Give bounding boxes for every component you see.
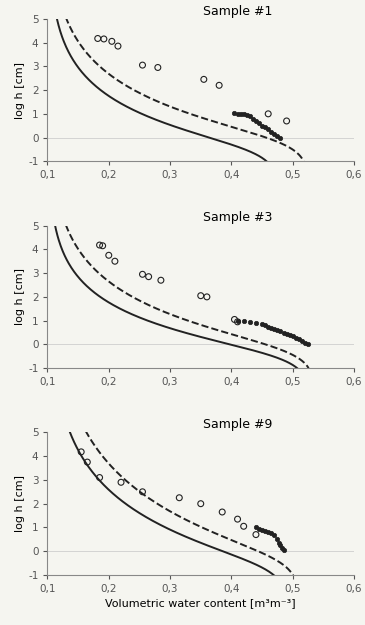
Point: [139, 60, 145, 70]
Point: [272, 324, 277, 334]
Title: Sample #1: Sample #1: [203, 4, 272, 18]
Point: [256, 524, 262, 534]
Point: [302, 338, 308, 348]
Point: [268, 528, 274, 538]
Point: [284, 329, 289, 339]
Point: [262, 321, 268, 331]
Point: [235, 317, 241, 327]
Point: [290, 331, 296, 341]
Point: [268, 322, 274, 332]
Point: [241, 521, 247, 531]
Point: [97, 472, 103, 482]
Point: [253, 116, 259, 126]
Point: [244, 110, 250, 120]
X-axis label: Volumetric water content [m³m⁻³]: Volumetric water content [m³m⁻³]: [105, 598, 296, 608]
Point: [112, 256, 118, 266]
Point: [277, 540, 283, 550]
Point: [84, 457, 90, 467]
Point: [106, 250, 112, 260]
Point: [250, 114, 256, 124]
Point: [259, 319, 265, 329]
Point: [268, 127, 274, 137]
Point: [293, 332, 299, 342]
Point: [95, 34, 101, 44]
Y-axis label: log h [cm]: log h [cm]: [15, 62, 25, 119]
Point: [109, 36, 115, 46]
Point: [201, 74, 207, 84]
Point: [238, 109, 243, 119]
Point: [256, 118, 262, 128]
Point: [259, 525, 265, 535]
Point: [296, 334, 302, 344]
Point: [198, 291, 204, 301]
Point: [272, 529, 277, 539]
Y-axis label: log h [cm]: log h [cm]: [15, 475, 25, 532]
Point: [284, 116, 289, 126]
Point: [100, 241, 105, 251]
Point: [253, 522, 259, 532]
Point: [281, 545, 287, 555]
Point: [277, 133, 283, 143]
Point: [231, 108, 237, 118]
Point: [155, 62, 161, 72]
Point: [241, 316, 247, 326]
Point: [265, 109, 271, 119]
Point: [115, 41, 121, 51]
Point: [101, 34, 107, 44]
Point: [253, 318, 259, 328]
Point: [299, 336, 305, 346]
Point: [253, 529, 259, 539]
Point: [265, 322, 271, 332]
Point: [277, 326, 283, 336]
Point: [287, 330, 293, 340]
Point: [276, 538, 282, 548]
Point: [97, 240, 103, 250]
Point: [247, 111, 253, 121]
Point: [219, 507, 225, 517]
Point: [265, 124, 271, 134]
Point: [146, 272, 151, 282]
Point: [139, 487, 145, 497]
Point: [139, 269, 145, 279]
Point: [262, 526, 268, 536]
Point: [259, 121, 265, 131]
Point: [235, 109, 241, 119]
Title: Sample #9: Sample #9: [203, 418, 272, 431]
Point: [231, 314, 237, 324]
Point: [279, 542, 285, 552]
Point: [176, 492, 182, 502]
Point: [274, 131, 280, 141]
Point: [235, 514, 241, 524]
Point: [272, 129, 277, 139]
Point: [274, 534, 280, 544]
Point: [241, 109, 247, 119]
Point: [204, 292, 210, 302]
Point: [305, 339, 311, 349]
Point: [235, 316, 241, 326]
Title: Sample #3: Sample #3: [203, 211, 272, 224]
Point: [281, 328, 287, 338]
Point: [262, 122, 268, 132]
Point: [78, 447, 84, 457]
Point: [265, 528, 271, 538]
Point: [118, 478, 124, 488]
Y-axis label: log h [cm]: log h [cm]: [15, 268, 25, 326]
Point: [158, 275, 164, 285]
Point: [216, 80, 222, 90]
Point: [247, 317, 253, 327]
Point: [274, 325, 280, 335]
Point: [198, 499, 204, 509]
